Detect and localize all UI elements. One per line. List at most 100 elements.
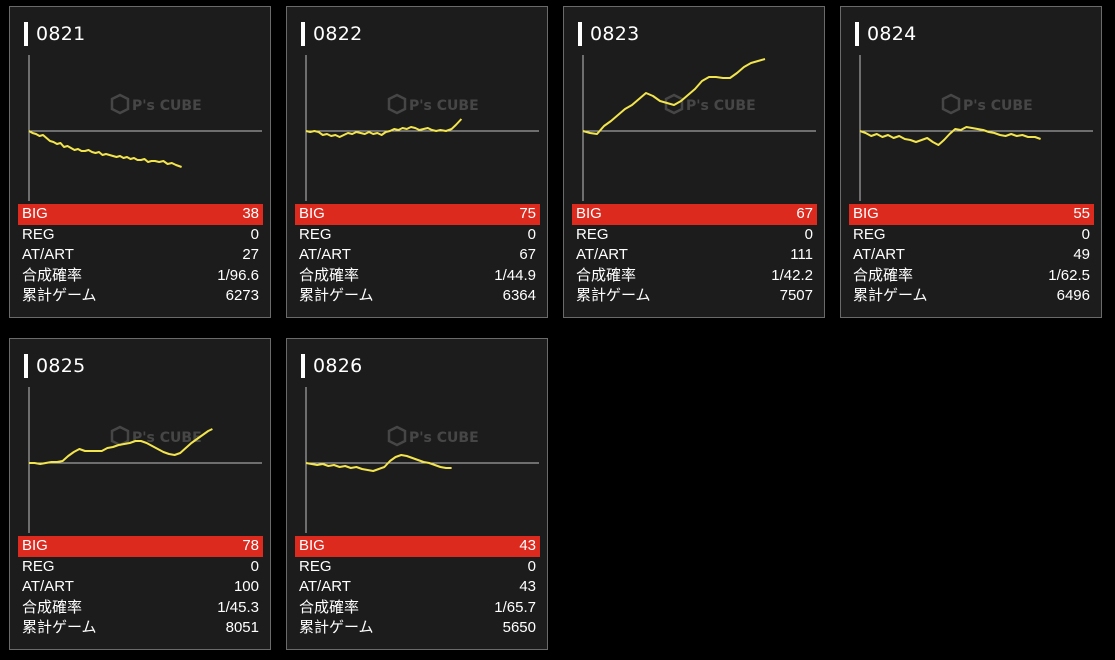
slump-graph: P's CUBE [859,55,1093,201]
stat-row-reg: REG 0 [295,557,540,578]
machine-card-0822[interactable]: 0822 P's CUBE BIG 75 REG 0 AT/ART 67 合成確… [286,6,548,318]
stat-value-atart: 43 [519,578,536,595]
stat-label-reg: REG [22,225,55,243]
stat-row-big: BIG 55 [849,204,1094,225]
watermark-logo: P's CUBE [387,93,479,115]
watermark-text: P's CUBE [132,430,202,446]
stats-table: BIG 43 REG 0 AT/ART 43 合成確率 1/65.7 累計ゲーム… [295,536,540,639]
title-marker [578,22,582,46]
slump-graph: P's CUBE [28,387,262,533]
stat-value-reg: 0 [804,225,813,243]
stat-label-games: 累計ゲーム [853,287,928,304]
stat-row-big: BIG 67 [572,204,817,225]
watermark-text: P's CUBE [409,430,479,446]
machine-card-0821[interactable]: 0821 P's CUBE BIG 38 REG 0 AT/ART 27 合成確… [9,6,271,318]
stat-value-big: 43 [519,537,536,554]
stat-label-games: 累計ゲーム [299,619,374,636]
machine-number: 0823 [590,23,640,45]
stat-row-atart: AT/ART 100 [18,577,263,598]
stat-row-reg: REG 0 [295,225,540,246]
stat-label-atart: AT/ART [22,246,74,263]
stat-label-prob: 合成確率 [576,266,637,284]
slump-graph: P's CUBE [305,55,539,201]
stat-label-games: 累計ゲーム [22,287,97,304]
machine-title: 0824 [855,21,917,47]
machine-card-0823[interactable]: 0823 P's CUBE BIG 67 REG 0 AT/ART 111 合成… [563,6,825,318]
slump-graph: P's CUBE [305,387,539,533]
machine-number: 0824 [867,23,917,45]
cube-icon [387,93,407,115]
machine-number: 0825 [36,355,86,377]
title-marker [301,22,305,46]
machine-number: 0821 [36,23,86,45]
stat-label-atart: AT/ART [299,578,351,595]
stat-value-atart: 27 [242,246,259,263]
stat-value-games: 7507 [779,287,813,304]
stat-value-prob: 1/45.3 [217,598,259,616]
stat-label-atart: AT/ART [853,246,905,263]
stat-value-reg: 0 [527,225,536,243]
stat-label-big: BIG [853,205,879,222]
stat-label-big: BIG [299,537,325,554]
machine-title: 0826 [301,353,363,379]
stat-label-atart: AT/ART [22,578,74,595]
slump-graph: P's CUBE [582,55,816,201]
title-marker [301,354,305,378]
cube-icon [941,93,961,115]
stat-row-games: 累計ゲーム 7507 [572,286,817,307]
machine-title: 0821 [24,21,86,47]
cube-icon [664,93,684,115]
stat-value-games: 5650 [502,619,536,636]
watermark-text: P's CUBE [963,98,1033,114]
slump-line [305,454,452,472]
watermark-text: P's CUBE [132,98,202,114]
stats-table: BIG 55 REG 0 AT/ART 49 合成確率 1/62.5 累計ゲーム… [849,204,1094,307]
stat-value-reg: 0 [250,557,259,575]
stat-label-big: BIG [22,537,48,554]
stat-value-prob: 1/44.9 [494,266,536,284]
stat-row-games: 累計ゲーム 6364 [295,286,540,307]
stat-value-big: 38 [242,205,259,222]
stat-label-games: 累計ゲーム [576,287,651,304]
cube-icon [110,93,130,115]
slump-graph: P's CUBE [28,55,262,201]
stat-row-atart: AT/ART 49 [849,245,1094,266]
stat-label-reg: REG [299,557,332,575]
stat-row-prob: 合成確率 1/44.9 [295,266,540,287]
stat-label-big: BIG [22,205,48,222]
stat-row-games: 累計ゲーム 5650 [295,618,540,639]
stat-row-games: 累計ゲーム 6496 [849,286,1094,307]
machine-title: 0825 [24,353,86,379]
stat-value-prob: 1/42.2 [771,266,813,284]
stat-value-atart: 49 [1073,246,1090,263]
stat-value-games: 6496 [1056,287,1090,304]
stat-label-prob: 合成確率 [22,598,83,616]
stat-row-reg: REG 0 [849,225,1094,246]
stat-row-prob: 合成確率 1/96.6 [18,266,263,287]
stat-label-atart: AT/ART [299,246,351,263]
stats-table: BIG 38 REG 0 AT/ART 27 合成確率 1/96.6 累計ゲーム… [18,204,263,307]
stat-label-big: BIG [299,205,325,222]
stat-row-atart: AT/ART 67 [295,245,540,266]
machine-title: 0823 [578,21,640,47]
stat-row-games: 累計ゲーム 6273 [18,286,263,307]
watermark-logo: P's CUBE [941,93,1033,115]
watermark-text: P's CUBE [409,98,479,114]
stat-value-games: 6273 [225,287,259,304]
stat-row-big: BIG 38 [18,204,263,225]
machine-card-0826[interactable]: 0826 P's CUBE BIG 43 REG 0 AT/ART 43 合成確… [286,338,548,650]
machine-card-0825[interactable]: 0825 P's CUBE BIG 78 REG 0 AT/ART 100 合成… [9,338,271,650]
stat-row-atart: AT/ART 43 [295,577,540,598]
stat-row-games: 累計ゲーム 8051 [18,618,263,639]
slump-line [859,126,1041,146]
stats-table: BIG 75 REG 0 AT/ART 67 合成確率 1/44.9 累計ゲーム… [295,204,540,307]
machine-card-0824[interactable]: 0824 P's CUBE BIG 55 REG 0 AT/ART 49 合成確… [840,6,1102,318]
stat-value-big: 78 [242,537,259,554]
stat-value-big: 75 [519,205,536,222]
stat-row-prob: 合成確率 1/42.2 [572,266,817,287]
stat-label-prob: 合成確率 [22,266,83,284]
stat-label-reg: REG [22,557,55,575]
stat-value-atart: 111 [790,246,813,263]
stat-row-reg: REG 0 [18,225,263,246]
stat-value-big: 55 [1073,205,1090,222]
